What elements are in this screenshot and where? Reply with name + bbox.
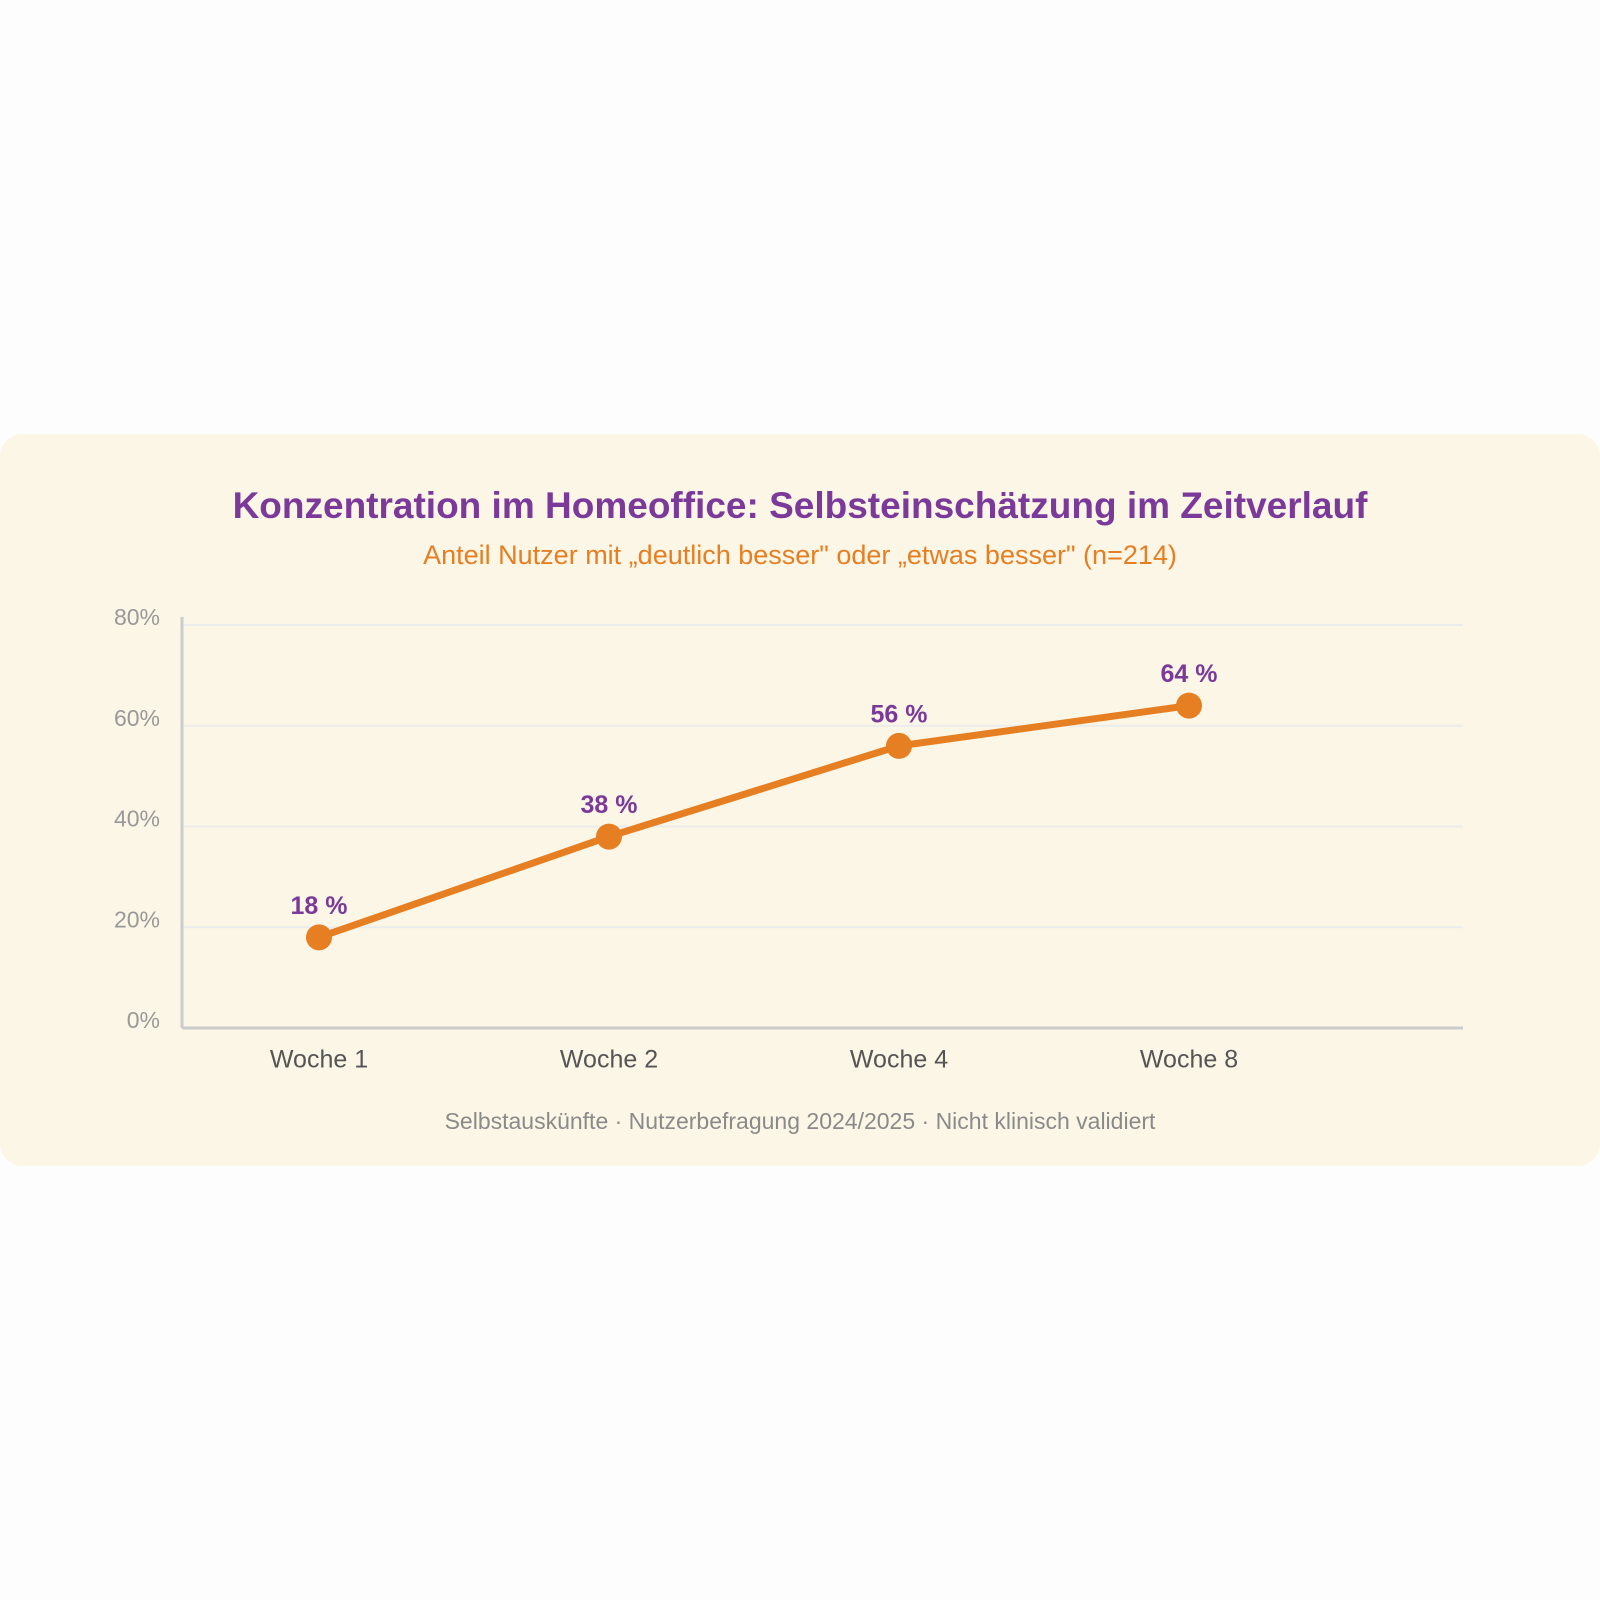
- footnote: Selbstauskünfte · Nutzerbefragung 2024/2…: [445, 1108, 1156, 1134]
- chart-title: Konzentration im Homeoffice: Selbsteinsc…: [233, 485, 1369, 526]
- chart-subtitle: Anteil Nutzer mit „deutlich besser" oder…: [423, 540, 1177, 570]
- line: [317, 702, 1190, 941]
- data-label: 38 %: [581, 791, 638, 819]
- x-tick-label: Woche 4: [850, 1046, 948, 1074]
- y-tick-label: 0%: [127, 1007, 160, 1033]
- data-label: 18 %: [291, 892, 348, 920]
- y-tick-label: 60%: [114, 705, 160, 731]
- y-tick-label: 40%: [114, 806, 160, 832]
- x-tick-label: Woche 2: [560, 1046, 658, 1074]
- data-point: [596, 823, 622, 850]
- data-point: [886, 732, 912, 759]
- card: [0, 434, 1600, 1166]
- x-tick-label: Woche 8: [1140, 1046, 1238, 1074]
- y-tick-label: 80%: [114, 604, 160, 630]
- x-tick-label: Woche 1: [270, 1046, 368, 1074]
- data-point: [306, 924, 332, 951]
- data-label: 64 %: [1161, 660, 1218, 688]
- data-label: 56 %: [871, 701, 928, 729]
- y-tick-label: 20%: [114, 906, 160, 932]
- data-point: [1176, 692, 1202, 719]
